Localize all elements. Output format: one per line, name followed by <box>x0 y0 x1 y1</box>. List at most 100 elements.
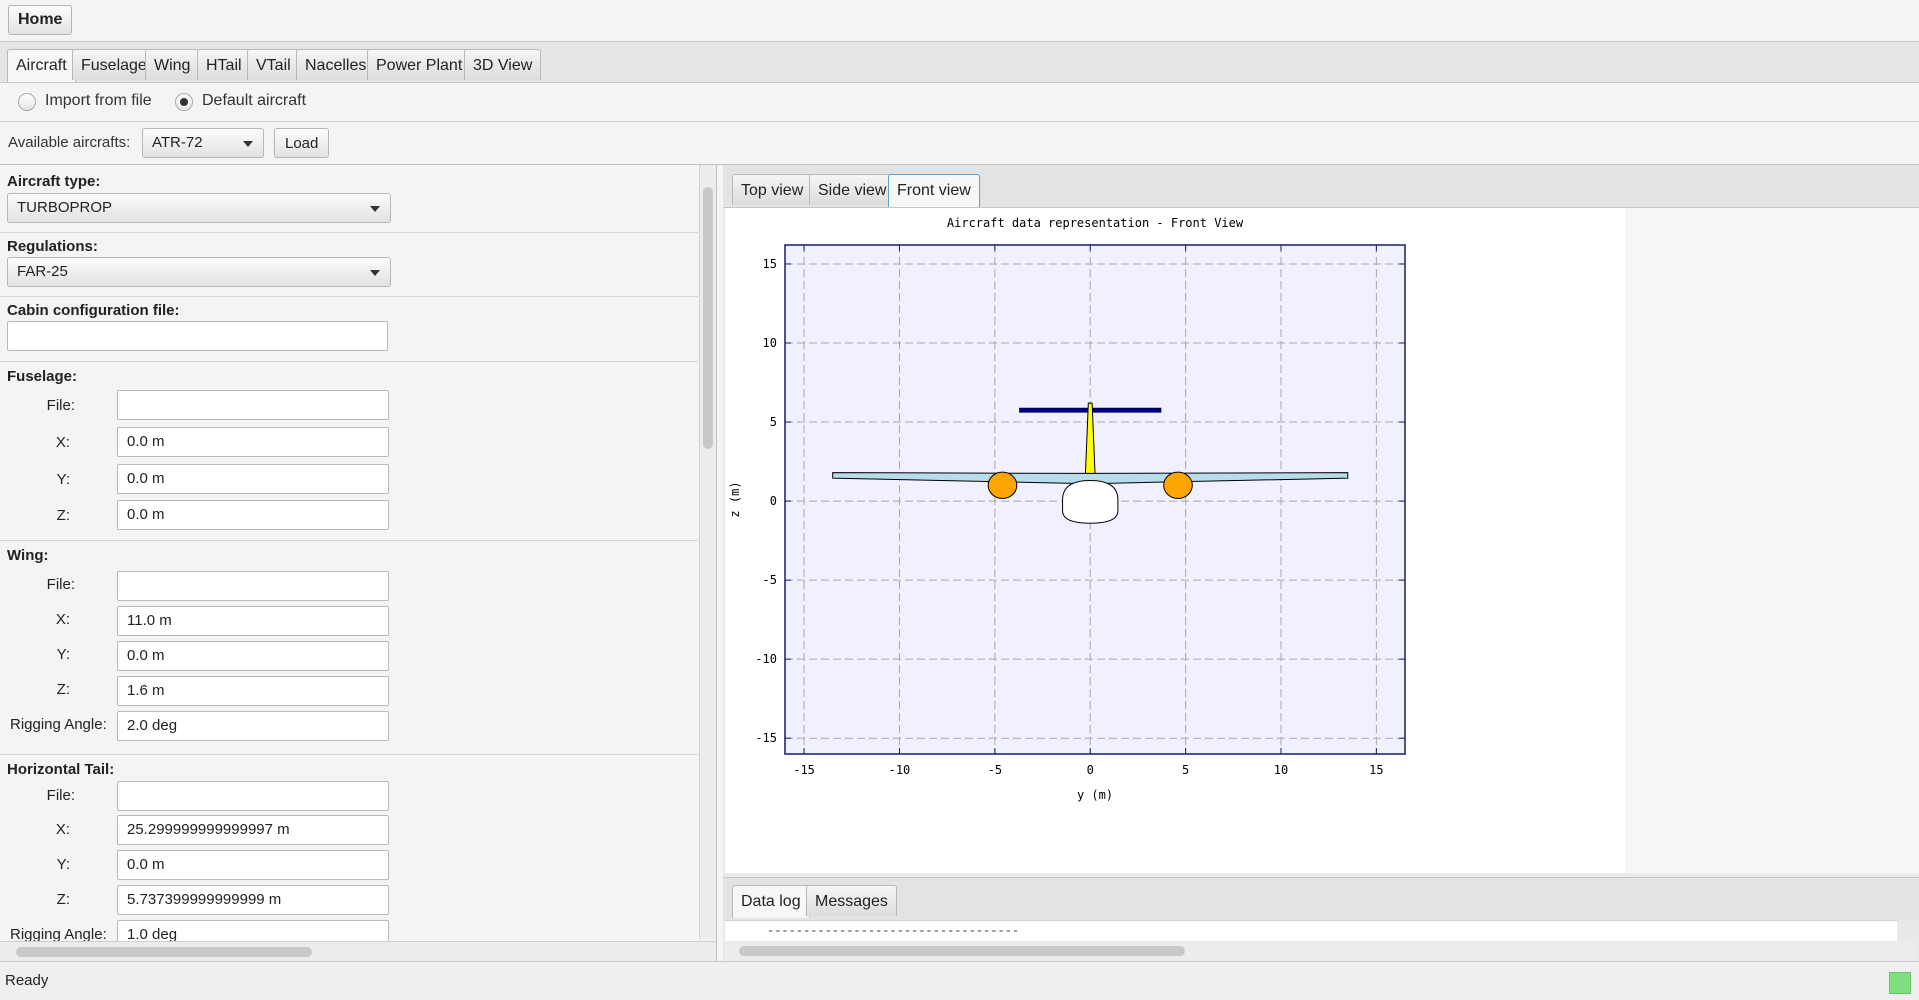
x-tick-label: -10 <box>889 763 911 777</box>
y-tick-label: -15 <box>755 731 777 745</box>
default-aircraft-radio[interactable] <box>175 93 193 111</box>
htail-x-field[interactable]: 25.299999999999997 m <box>117 815 389 845</box>
fuselage-x-field[interactable]: 0.0 m <box>117 427 389 457</box>
y-tick-label: 0 <box>770 494 777 508</box>
x-tick-label: 0 <box>1087 763 1094 777</box>
chart-canvas: -15 -10 -5 0 5 10 15 15 10 5 0 -5 -10 -15 Aircraft dat… <box>725 208 1625 873</box>
fuselage-z-field[interactable]: 0.0 m <box>117 500 389 530</box>
tab-top-view[interactable]: Top view <box>732 174 813 205</box>
y-axis-label: z (m) <box>728 481 742 517</box>
divider <box>0 754 698 755</box>
htail-file-field[interactable] <box>117 781 389 811</box>
aircraft-select-value: ATR-72 <box>152 134 203 151</box>
wing-section-title: Wing: <box>7 547 49 564</box>
y-tick-label: 5 <box>770 415 777 429</box>
form-horizontal-scrollbar[interactable] <box>0 941 716 961</box>
data-log-textarea[interactable]: ----------------------------------- <box>725 920 1897 941</box>
tab-wing[interactable]: Wing <box>145 49 200 80</box>
scroll-thumb[interactable] <box>703 187 713 449</box>
view-tabbar: Top view Side view Front view <box>723 165 1919 208</box>
chevron-down-icon <box>243 141 253 147</box>
tab-data-log[interactable]: Data log <box>732 885 810 918</box>
htail-y-field[interactable]: 0.0 m <box>117 850 389 880</box>
wing-y-field[interactable]: 0.0 m <box>117 641 389 671</box>
wing-file-field[interactable] <box>117 571 389 601</box>
tab-3d-view[interactable]: 3D View <box>464 49 542 80</box>
available-aircrafts-row: Available aircrafts: ATR-72 Load <box>0 122 1919 165</box>
tab-fuselage[interactable]: Fuselage <box>72 49 156 80</box>
fuselage-z-label: Z: <box>56 507 70 524</box>
fuselage-y-field[interactable]: 0.0 m <box>117 464 389 494</box>
htail-z-label: Z: <box>56 891 70 908</box>
scroll-thumb[interactable] <box>739 946 1185 956</box>
tab-vtail[interactable]: VTail <box>247 49 300 80</box>
x-tick-label: 10 <box>1274 763 1288 777</box>
chevron-down-icon <box>370 206 380 212</box>
htail-y-label: Y: <box>56 856 70 873</box>
chevron-down-icon <box>370 270 380 276</box>
home-button[interactable]: Home <box>8 5 73 35</box>
tab-messages[interactable]: Messages <box>806 885 897 916</box>
import-from-file-label: Import from file <box>45 92 152 109</box>
divider <box>0 540 698 541</box>
y-tick-label: -10 <box>755 652 777 666</box>
chart-title: Aircraft data representation - Front Vie… <box>947 216 1244 230</box>
htail-file-label: File: <box>46 787 75 804</box>
fuselage-section-title: Fuselage: <box>7 368 78 385</box>
fuselage-file-field[interactable] <box>117 390 389 420</box>
tab-power-plant[interactable]: Power Plant <box>367 49 472 80</box>
aircraft-type-label: Aircraft type: <box>7 173 101 190</box>
x-tick-label: -5 <box>988 763 1002 777</box>
y-tick-label: 15 <box>763 257 777 271</box>
divider <box>0 232 698 233</box>
x-tick-label: 5 <box>1182 763 1189 777</box>
main-tabbar: Aircraft Fuselage Wing HTail VTail Nacel… <box>0 42 1919 83</box>
regulations-value: FAR-25 <box>17 263 68 280</box>
htail-section-title: Horizontal Tail: <box>7 761 115 778</box>
status-text: Ready <box>5 972 49 989</box>
y-tick-label: -5 <box>763 573 777 587</box>
x-tick-label: -15 <box>793 763 815 777</box>
view-panel: Top view Side view Front view -15 -10 -5 0 5… <box>723 165 1919 961</box>
status-indicator <box>1889 972 1911 994</box>
regulations-label: Regulations: <box>7 238 98 255</box>
divider <box>0 361 698 362</box>
form-vertical-scrollbar[interactable] <box>699 165 716 939</box>
tab-front-view[interactable]: Front view <box>888 174 980 207</box>
cabin-config-label: Cabin configuration file: <box>7 302 180 319</box>
front-view-chart: -15 -10 -5 0 5 10 15 15 10 5 0 -5 -10 -15 Aircraft dat… <box>728 216 1406 802</box>
htail-z-field[interactable]: 5.737399999999999 m <box>117 885 389 915</box>
htail-x-label: X: <box>55 821 70 838</box>
import-from-file-radio[interactable] <box>18 93 36 111</box>
chart-area: -15 -10 -5 0 5 10 15 15 10 5 0 -5 -10 -15 Aircraft dat… <box>725 208 1919 873</box>
regulations-select[interactable]: FAR-25 <box>7 257 391 287</box>
tab-htail[interactable]: HTail <box>197 49 251 80</box>
cabin-config-field[interactable] <box>7 321 388 351</box>
wing-z-field[interactable]: 1.6 m <box>117 676 389 706</box>
tab-aircraft[interactable]: Aircraft <box>7 49 76 82</box>
aircraft-select[interactable]: ATR-72 <box>142 128 264 158</box>
fuselage-shape <box>1062 480 1119 524</box>
aircraft-type-select[interactable]: TURBOPROP <box>7 193 391 223</box>
vtail-shape <box>1084 402 1096 474</box>
tab-nacelles[interactable]: Nacelles <box>296 49 376 80</box>
log-tabbar: Data log Messages <box>723 877 1919 920</box>
log-line: ----------------------------------- <box>767 924 1020 938</box>
y-tick-label: 10 <box>763 336 777 350</box>
import-source-row: Import from file Default aircraft <box>0 83 1919 122</box>
wing-y-label: Y: <box>56 646 70 663</box>
wing-x-field[interactable]: 11.0 m <box>117 606 389 636</box>
fuselage-y-label: Y: <box>56 471 70 488</box>
load-button[interactable]: Load <box>274 128 330 158</box>
htail-rigging-label: Rigging Angle: <box>10 926 107 943</box>
tab-side-view[interactable]: Side view <box>809 174 896 205</box>
wing-rigging-field[interactable]: 2.0 deg <box>117 711 389 741</box>
x-tick-label: 15 <box>1369 763 1383 777</box>
wing-rigging-label: Rigging Angle: <box>10 716 107 733</box>
wing-file-label: File: <box>46 576 75 593</box>
aircraft-type-value: TURBOPROP <box>17 199 113 216</box>
log-horizontal-scrollbar[interactable] <box>725 941 1917 961</box>
wing-x-label: X: <box>55 611 70 628</box>
aircraft-form-panel: Aircraft type: TURBOPROP Regulations: FA… <box>0 165 717 961</box>
scroll-thumb[interactable] <box>16 947 312 957</box>
